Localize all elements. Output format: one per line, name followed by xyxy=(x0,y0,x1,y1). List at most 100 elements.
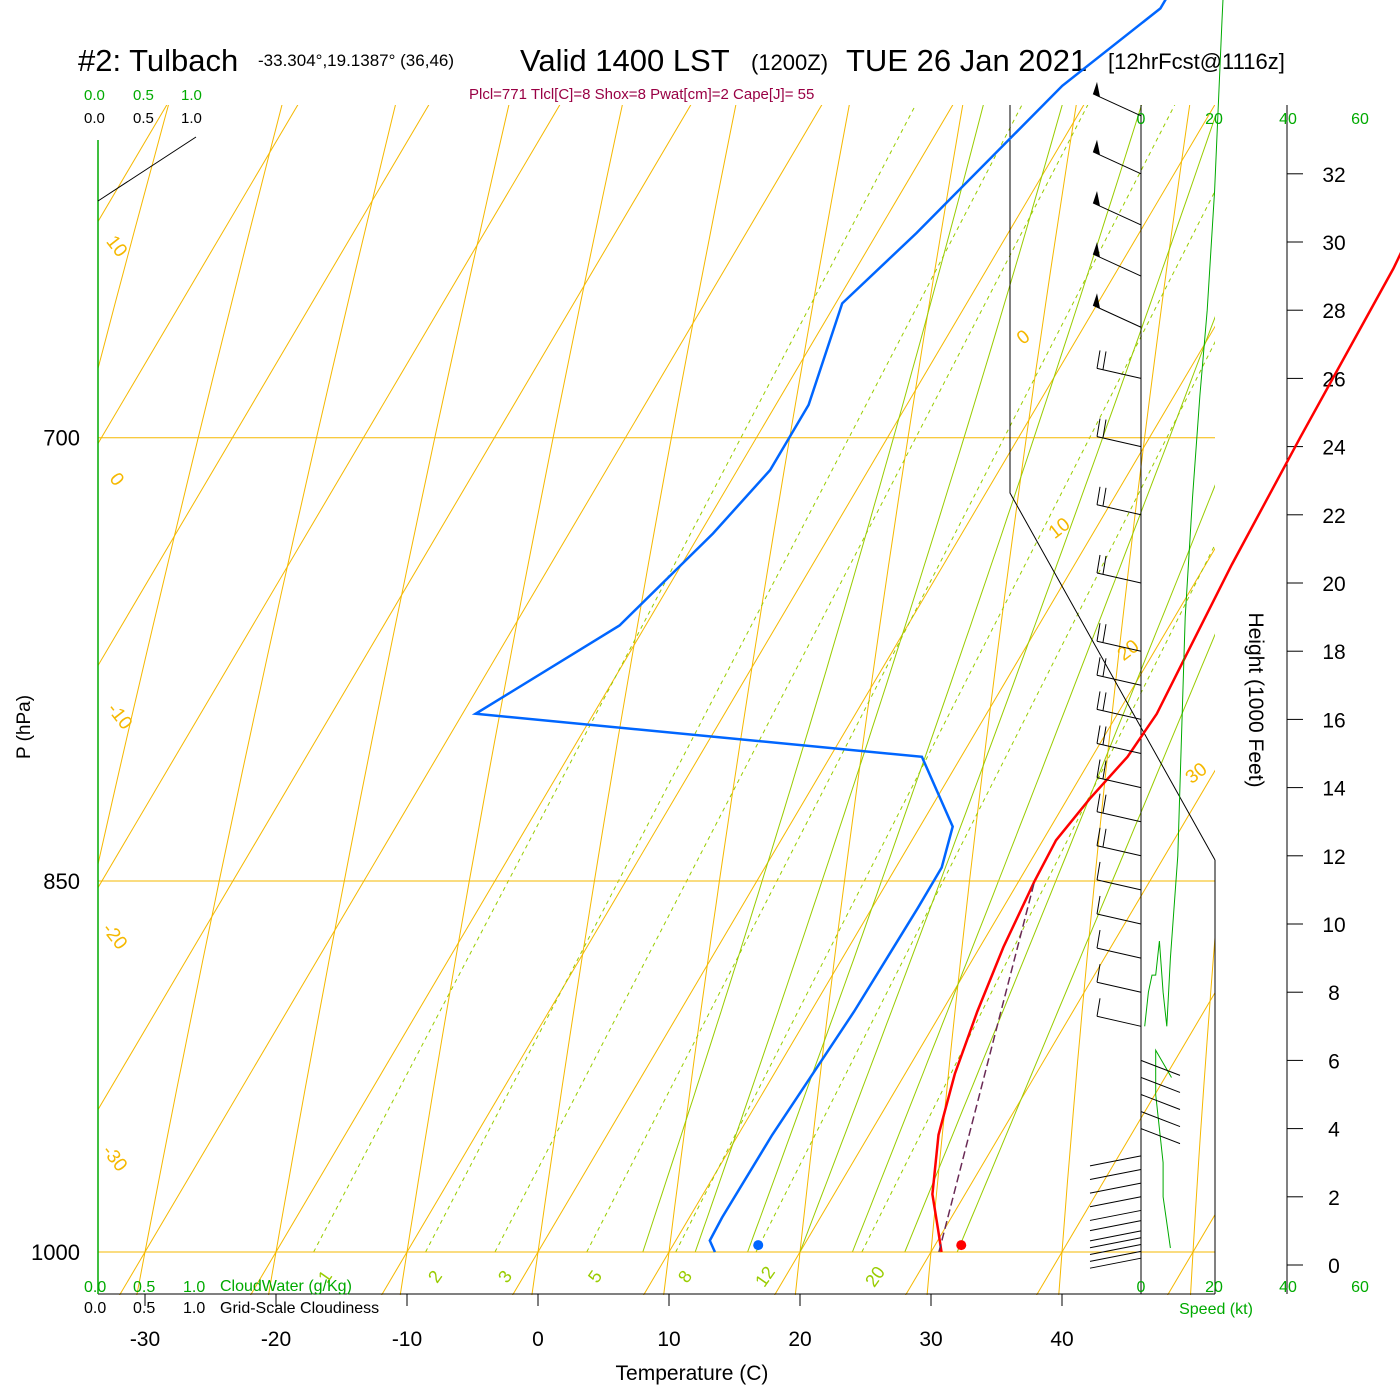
wind-barb xyxy=(1096,623,1142,652)
wind-barb xyxy=(1096,554,1142,584)
bottom-black-tick-0: 0.0 xyxy=(84,1300,106,1317)
wind-barb xyxy=(1140,1076,1181,1093)
height-tick-label: 0 xyxy=(1328,1255,1340,1278)
isotherm-line xyxy=(0,0,888,1363)
moist-adiabat-line xyxy=(799,115,1215,1253)
mixing-ratio-grid xyxy=(313,105,1215,1253)
wind-barb xyxy=(1096,691,1142,720)
y-tick-label: 1000 xyxy=(31,1240,80,1265)
wind-barb-pennant xyxy=(1093,190,1100,206)
top-black-tick-2: 1.0 xyxy=(181,110,202,127)
wind-barb-shaft xyxy=(1089,1250,1142,1262)
header: #2: Tulbach -33.304°,19.1387° (36,46) Va… xyxy=(78,43,1285,103)
top-black-tick-1: 0.5 xyxy=(133,110,154,127)
wind-barb-feather xyxy=(1096,691,1101,710)
isotherm-grid xyxy=(0,0,1215,1363)
wind-barb xyxy=(1089,1209,1142,1221)
dry-adiabat-line xyxy=(98,105,283,867)
top-black-tick-0: 0.0 xyxy=(84,110,105,127)
y-tick-label: 850 xyxy=(43,869,80,894)
height-tick-label: 14 xyxy=(1322,778,1346,801)
cloudwater_height-line xyxy=(1155,1048,1172,1249)
dry-adiabat-line xyxy=(136,105,396,1295)
mixing-ratio-label: 5 xyxy=(584,1267,606,1287)
sounding-series xyxy=(471,0,1400,1253)
wind-barb-feather xyxy=(1102,760,1107,779)
bottom-green-tick-2: 1.0 xyxy=(183,1279,205,1296)
moist-adiabat-line xyxy=(694,105,1063,1253)
isotherm-label: 0 xyxy=(1013,326,1034,349)
wind-barb-pennant xyxy=(1093,139,1100,155)
wind-barb xyxy=(1089,1257,1142,1269)
wind-barb-feather xyxy=(1096,998,1101,1017)
wind-barb xyxy=(1089,1196,1142,1208)
x-tick-label: 30 xyxy=(919,1328,942,1351)
wind-barb xyxy=(1089,1155,1142,1167)
mixing-ratio-label: 12 xyxy=(751,1263,779,1291)
wind-barb-shaft xyxy=(1096,981,1142,993)
cloudiness-label: Grid-Scale Cloudiness xyxy=(220,1300,379,1317)
x-tick-label: 0 xyxy=(532,1328,544,1351)
cloudiness-line xyxy=(97,136,197,202)
bottom-green-tick-1: 0.5 xyxy=(133,1279,155,1296)
x-tick-label: 10 xyxy=(657,1328,680,1351)
wind-barb-feather xyxy=(1102,726,1107,745)
dry-adiabat-line xyxy=(1190,931,1215,1295)
wind-barb xyxy=(1092,242,1142,277)
wind-barb-feather xyxy=(1096,418,1101,437)
wind-barb xyxy=(1089,1169,1142,1181)
wind-barb xyxy=(1096,998,1142,1027)
height-axis-label: Height (1000 Feet) xyxy=(1244,612,1267,787)
wind-barb-shaft xyxy=(1096,913,1142,925)
wind-barb xyxy=(1089,1250,1142,1262)
wind-barb-feather xyxy=(1102,351,1107,370)
wind-barb-shaft xyxy=(1089,1209,1142,1221)
speed_profile-line xyxy=(1144,0,1224,1027)
wind-barb-feather xyxy=(1096,657,1101,676)
isotherm-line xyxy=(119,105,823,1295)
mixing-ratio-line xyxy=(755,341,1215,1253)
dewpoint-line xyxy=(471,0,1167,1253)
mixing-ratio-line xyxy=(425,105,1023,1253)
wind-barb-shaft xyxy=(1096,708,1142,720)
wind-barb xyxy=(1096,418,1142,448)
isotherm-line xyxy=(643,325,1215,1295)
wind-barb xyxy=(1096,759,1142,789)
wind-barb xyxy=(1096,964,1142,993)
wind-barb-shaft xyxy=(1089,1182,1142,1194)
isotherm-line xyxy=(98,105,692,1111)
height-tick-label: 2 xyxy=(1328,1187,1340,1210)
mixing-ratio-label: 3 xyxy=(494,1267,516,1287)
wind-barb-feather xyxy=(1096,930,1101,949)
wind-barb xyxy=(1096,725,1142,754)
x-tick-label: -20 xyxy=(261,1328,291,1351)
isotherm-label: 0 xyxy=(105,469,128,490)
wind-barb-shaft xyxy=(1096,640,1142,652)
wind-barb-feather xyxy=(1102,692,1107,711)
wind-barb xyxy=(1096,486,1142,516)
wind-barb-shaft xyxy=(1089,1244,1142,1256)
isotherm-line xyxy=(774,547,1215,1295)
wind-barb-feather xyxy=(1102,794,1107,813)
speed-bottom-tick-1: 20 xyxy=(1205,1279,1223,1296)
wind-barb xyxy=(1096,895,1142,925)
wind-barb-feather xyxy=(1096,964,1101,983)
speed-top-tick-0: 0 xyxy=(1137,111,1146,128)
speed-top-tick-1: 20 xyxy=(1205,111,1223,128)
x-tick-label: 20 xyxy=(788,1328,811,1351)
speed-top-tick-2: 40 xyxy=(1279,111,1297,128)
wind-barb-shaft xyxy=(1140,1111,1181,1128)
x-tick-label: 40 xyxy=(1050,1328,1073,1351)
wind-barb-shaft xyxy=(1089,1220,1142,1232)
wind-barb xyxy=(1092,81,1142,117)
x-axis-label: Temperature (C) xyxy=(616,1362,769,1385)
wind-barb-feather xyxy=(1096,623,1101,642)
wind-barb-pennant xyxy=(1093,293,1100,309)
isotherm-line xyxy=(98,105,168,223)
wind-barb-shaft xyxy=(1096,811,1142,823)
wind-barb-feather xyxy=(1096,350,1101,369)
isotherm-line xyxy=(381,105,1085,1295)
wind-barb-shaft xyxy=(1092,202,1142,226)
isotherm-line xyxy=(905,769,1215,1295)
mixing-ratio-label: 20 xyxy=(861,1263,889,1291)
